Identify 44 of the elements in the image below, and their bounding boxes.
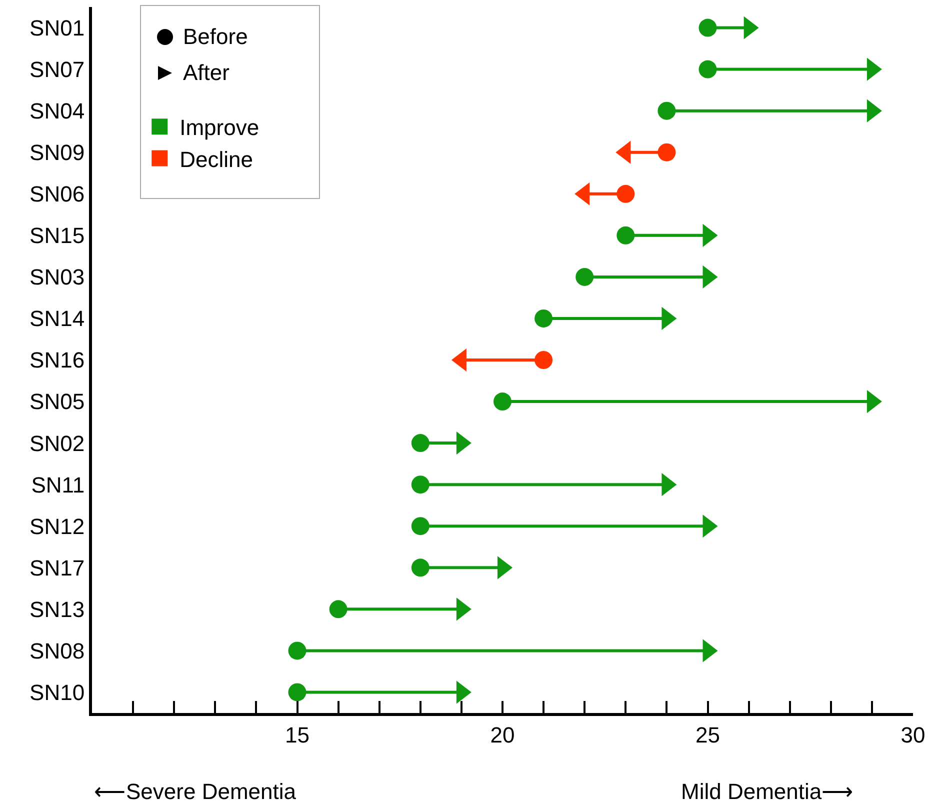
point: [616, 226, 635, 244]
point: [329, 600, 348, 618]
y-tick-label: SN15: [30, 223, 85, 248]
y-tick-label: SN16: [30, 348, 85, 373]
y-tick-label: SN11: [31, 472, 85, 498]
y-tick-label: SN12: [30, 514, 85, 539]
point: [411, 434, 430, 452]
y-tick-label: SN14: [30, 306, 85, 332]
annotation: Before: [183, 24, 248, 50]
point: [576, 268, 594, 286]
y-tick-label: SN01: [30, 15, 85, 40]
legend-label: Decline: [180, 146, 253, 172]
point: [288, 683, 306, 702]
y-tick-label: SN06: [30, 182, 85, 207]
point: [616, 184, 635, 203]
text: Mild Dementia⟶: [681, 779, 854, 804]
x-tick-label: 20: [490, 722, 515, 748]
point: [698, 60, 717, 78]
legend-label: Improve: [180, 115, 260, 140]
point: [534, 351, 553, 369]
y-tick-label: SN09: [30, 140, 85, 166]
point: [411, 558, 430, 577]
text: ⟵Severe Dementia: [94, 779, 297, 804]
point: [658, 143, 676, 162]
y-tick-label: SN17: [30, 555, 85, 580]
y-tick-label: SN07: [30, 56, 85, 82]
point: [698, 18, 717, 37]
y-tick-label: SN08: [30, 638, 85, 664]
point: [411, 517, 430, 536]
y-tick-label: SN02: [30, 430, 85, 456]
y-tick-label: SN04: [30, 98, 85, 124]
x-tick-label: 25: [696, 722, 720, 748]
x-tick-label: 30: [900, 722, 926, 748]
y-tick-label: SN13: [30, 596, 85, 622]
annotation: After: [183, 60, 230, 86]
point: [534, 309, 553, 328]
y-tick-label: SN03: [30, 264, 85, 290]
y-tick-label: SN05: [30, 389, 85, 414]
point: [288, 642, 306, 660]
x-tick-label: 15: [285, 722, 310, 748]
point: [658, 102, 676, 120]
point: [411, 476, 430, 494]
point: [494, 392, 512, 411]
y-tick-label: SN10: [30, 680, 85, 705]
